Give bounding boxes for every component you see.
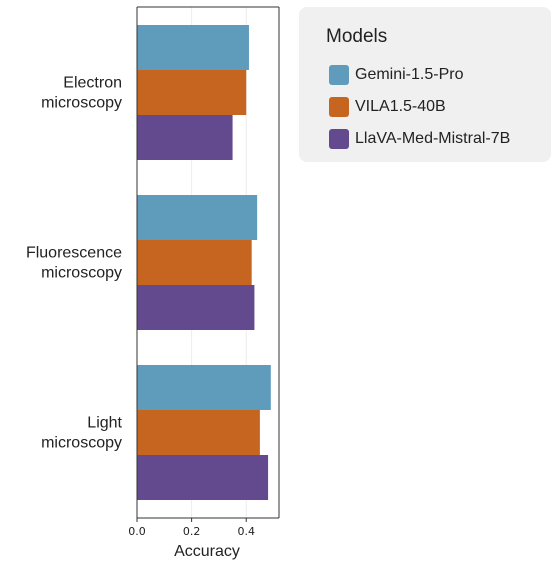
bar-2-2 [137,455,269,500]
bar-1-2 [137,285,255,330]
axes [136,6,280,519]
legend-title: Models [326,26,388,47]
category-label-0-line-1: microscopy [41,95,122,112]
legend-label-vila: VILA1.5-40B [355,98,446,115]
bar-0-1 [137,70,247,115]
x-tick-label-2: 0.4 [237,525,255,538]
bars [137,25,271,500]
legend-swatch-vila [329,97,349,117]
category-label-2-line-1: microscopy [41,435,122,452]
legend-label-gemini: Gemini-1.5-Pro [355,66,464,83]
category-label-2: Light microscopy [41,415,122,452]
bar-1-1 [137,240,252,285]
legend-swatch-gemini [329,65,349,85]
bar-2-0 [137,365,271,410]
category-label-2-line-0: Light [87,415,122,432]
x-axis-label: Accuracy [174,543,240,560]
bar-1-0 [137,195,258,240]
legend-item-llava: LlaVA-Med-Mistral-7B [329,128,510,150]
x-tick-label-1: 0.2 [183,525,201,538]
category-labels: Electron microscopy Fluorescence microscopy… [26,75,123,452]
category-label-0-line-0: Electron [63,75,122,92]
category-label-1-line-1: microscopy [41,265,122,282]
bar-0-0 [137,25,249,70]
legend-label-llava: LlaVA-Med-Mistral-7B [355,130,511,147]
legend-item-gemini: Gemini-1.5-Pro [329,64,463,86]
category-label-1: Fluorescence microscopy [26,245,122,282]
category-label-0: Electron microscopy [41,75,122,112]
legend-item-vila: VILA1.5-40B [329,96,446,118]
legend: Models Gemini-1.5-Pro VILA1.5-40B LlaVA-… [299,7,551,162]
x-ticks: 0.0 0.2 0.4 [128,518,255,538]
category-label-1-line-0: Fluorescence [26,245,122,262]
bar-2-1 [137,410,260,455]
x-tick-label-0: 0.0 [128,525,146,538]
bar-0-2 [137,115,233,160]
legend-swatch-llava [329,129,349,149]
